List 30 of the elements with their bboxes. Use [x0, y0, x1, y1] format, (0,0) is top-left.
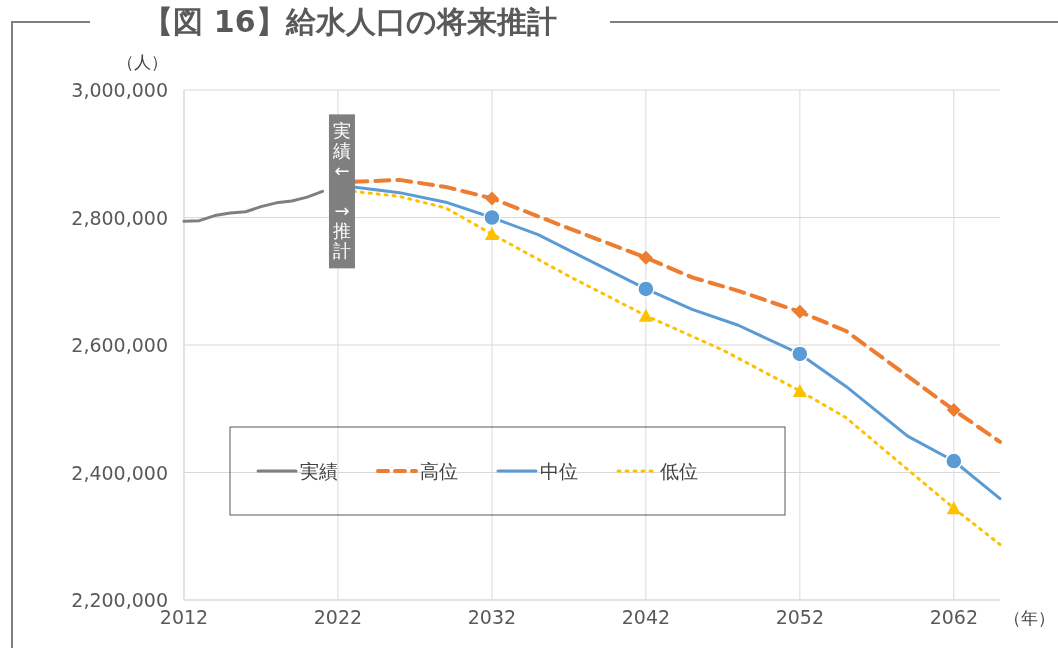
legend-label: 実績	[300, 460, 338, 482]
point	[791, 345, 809, 363]
point	[945, 452, 963, 470]
y-tick-label: 2,800,000	[71, 206, 168, 229]
legend-label: 高位	[420, 460, 458, 482]
point	[946, 403, 961, 418]
point	[483, 208, 501, 227]
legend-label: 低位	[660, 460, 698, 482]
x-tick-label: 2022	[313, 606, 363, 628]
point	[792, 304, 807, 319]
y-axis-title: （人）	[117, 52, 168, 72]
point	[484, 191, 499, 206]
legend-label: 中位	[540, 460, 578, 482]
line-series	[182, 189, 325, 223]
x-tick-label: 2042	[621, 606, 671, 628]
point	[638, 250, 653, 265]
x-tick-label: 2032	[467, 606, 517, 628]
point	[637, 280, 655, 298]
y-tick-label: 2,600,000	[71, 334, 168, 356]
y-tick-label: 2,400,000	[71, 461, 168, 484]
x-axis-title: （年）	[1004, 608, 1055, 628]
x-tick-label: 2052	[775, 606, 825, 628]
chart-title: 【図 16】給水人口の将来推計	[143, 4, 557, 39]
point	[638, 308, 653, 322]
point	[792, 383, 807, 397]
point	[484, 227, 499, 241]
annotation: 実績← →推計	[331, 120, 351, 262]
x-tick-label: 2062	[929, 606, 978, 628]
y-tick-label: 3,000,000	[71, 79, 168, 101]
point	[946, 501, 961, 515]
